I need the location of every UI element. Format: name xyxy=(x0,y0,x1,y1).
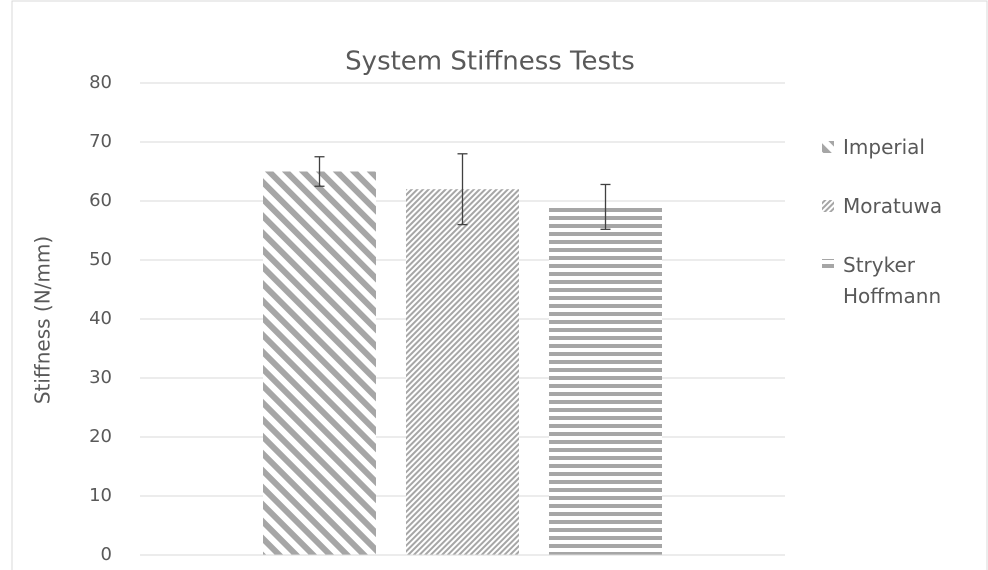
y-tick-label: 20 xyxy=(89,426,112,447)
y-axis-label: Stiffness (N/mm) xyxy=(31,236,55,404)
legend-label: Stryker Hoffmann xyxy=(843,252,942,308)
chart-title: System Stiffness Tests xyxy=(345,47,635,77)
legend-swatch xyxy=(822,200,834,212)
y-tick-label: 70 xyxy=(89,131,112,152)
y-tick-label: 10 xyxy=(89,485,112,506)
bar xyxy=(549,206,662,555)
y-tick-label: 30 xyxy=(89,367,112,388)
legend-swatch xyxy=(822,141,834,153)
chart-border xyxy=(11,0,988,570)
legend-label: Imperial xyxy=(843,134,925,159)
legend-swatch xyxy=(822,259,834,271)
y-tick-label: 60 xyxy=(89,190,112,211)
legend-label: Moratuwa xyxy=(843,193,943,218)
y-tick-label: 80 xyxy=(89,72,112,93)
y-tick-label: 50 xyxy=(89,249,112,270)
bar xyxy=(263,171,376,555)
y-tick-label: 40 xyxy=(89,308,112,329)
bar xyxy=(406,189,519,555)
y-tick-label: 0 xyxy=(101,544,112,565)
